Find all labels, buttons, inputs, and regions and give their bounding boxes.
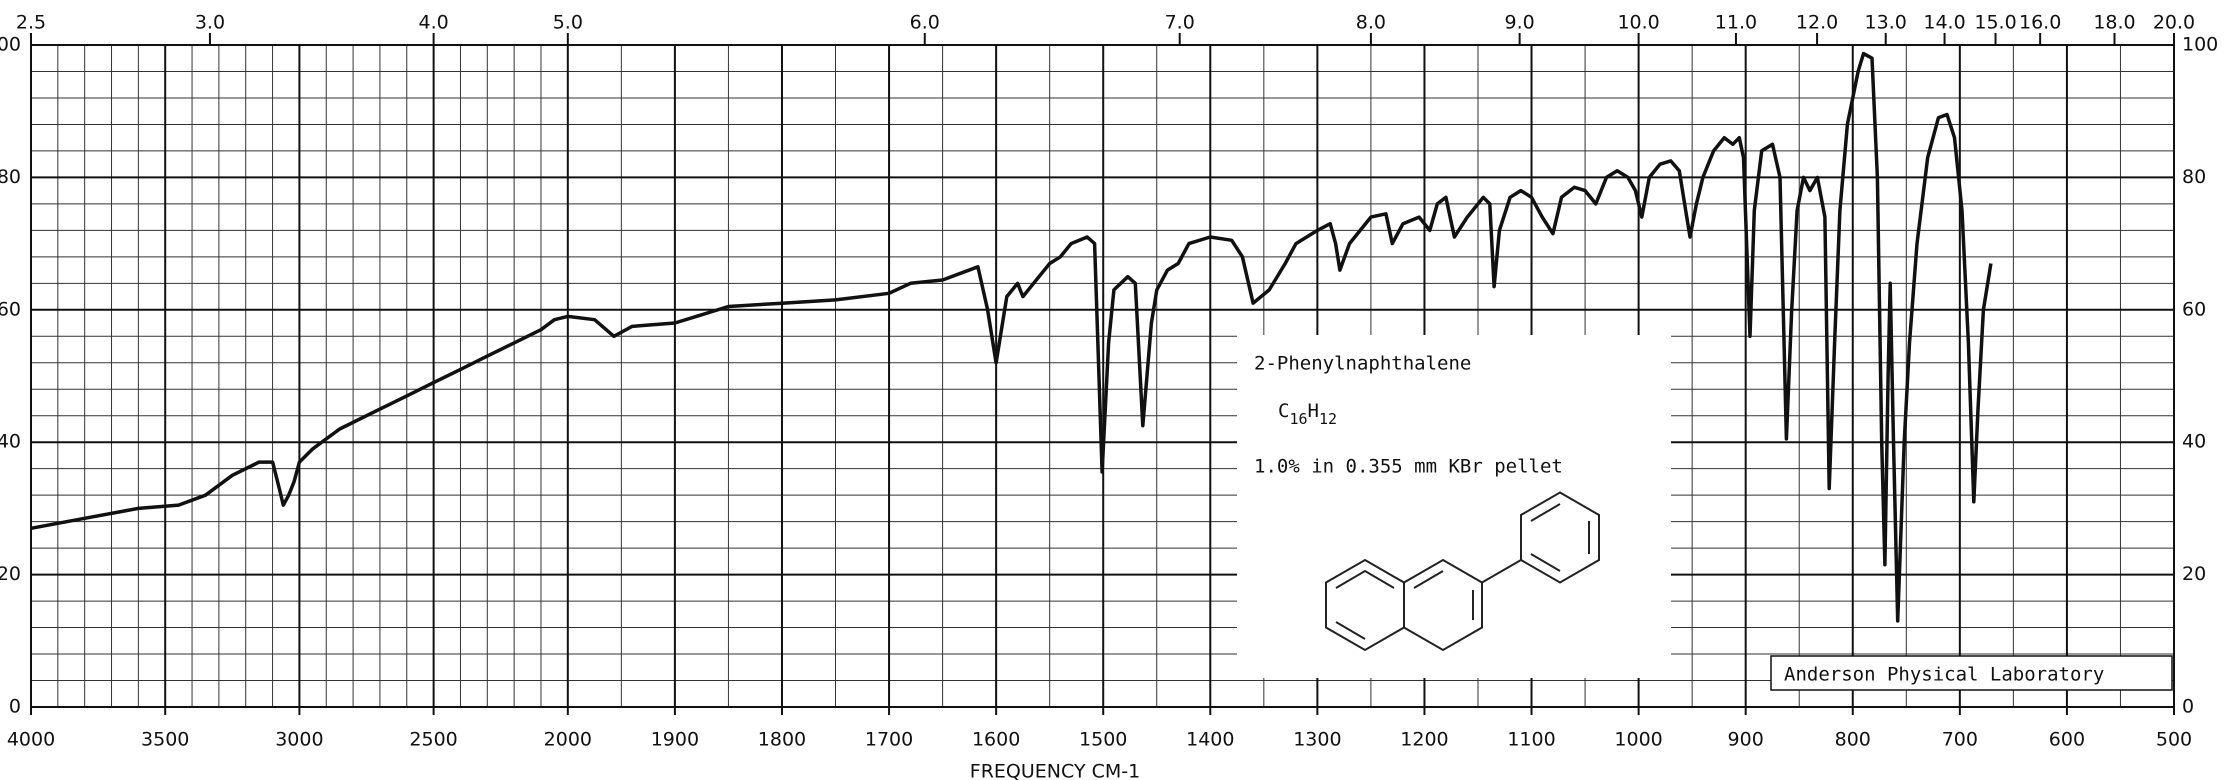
x-tick-label: 1000	[1614, 729, 1662, 751]
x-tick-label: 2000	[544, 729, 592, 751]
bond	[1481, 559, 1522, 584]
x2-tick-label: 5.0	[553, 12, 583, 34]
laboratory: Anderson Physical Laboratory	[1784, 664, 2104, 686]
x-tick-label: 600	[2049, 729, 2085, 751]
x-tick-label: 4000	[7, 729, 55, 751]
y-tick-label: 40	[0, 431, 21, 453]
double-bond	[1335, 621, 1366, 640]
x2-tick-label: 20.0	[2153, 12, 2195, 34]
x2-tick-label: 7.0	[1165, 12, 1195, 34]
formula: C16H12	[1278, 400, 1337, 428]
lab-box	[1770, 655, 2173, 691]
conditions: 1.0% in 0.355 mm KBr pellet	[1254, 456, 1563, 478]
x-tick-label: 1500	[1079, 729, 1127, 751]
x-tick-label: 1600	[972, 729, 1020, 751]
x-tick-label: 1300	[1293, 729, 1341, 751]
double-bond	[1413, 570, 1444, 589]
y-tick-label: 100	[0, 34, 21, 56]
x2-tick-label: 10.0	[1617, 12, 1659, 34]
curve-layer	[30, 51, 1993, 623]
x2-tick-label: 14.0	[1923, 12, 1965, 34]
x2-tick-label: 4.0	[419, 12, 449, 34]
x-tick-label: 1700	[865, 729, 913, 751]
x-tick-label: 700	[1942, 729, 1978, 751]
y-tick-label: 80	[0, 166, 21, 188]
formula-part: 12	[1319, 410, 1337, 428]
x-tick-label: 1200	[1400, 729, 1448, 751]
y-tick-label: 60	[0, 298, 21, 320]
double-bond	[1530, 553, 1561, 572]
spectrum-line	[30, 51, 1993, 623]
structure	[1325, 491, 1600, 652]
x2-tick-label: 2.5	[16, 12, 46, 34]
x-tick-label: 800	[1835, 729, 1871, 751]
x-tick-label: 2500	[409, 729, 457, 751]
x2-tick-label: 8.0	[1356, 12, 1386, 34]
x-tick-label: 1100	[1507, 729, 1555, 751]
y-tick-label: 20	[0, 563, 21, 585]
formula-part: C	[1278, 400, 1289, 422]
x-tick-label: 3500	[141, 729, 189, 751]
x-tick-label: 1400	[1186, 729, 1234, 751]
y-tick-label: 60	[2182, 298, 2206, 320]
ticks: 4000 3500 3000 2500 2000 1900 1800 1700 1600 1500…	[0, 12, 2218, 751]
double-bond	[1335, 569, 1395, 589]
sample-name: 2-Phenylnaphthalene	[1254, 353, 1471, 375]
double-bond	[1530, 503, 1561, 522]
x-tick-label: 500	[2156, 729, 2192, 751]
x2-tick-label: 13.0	[1865, 12, 1907, 34]
y-tick-label: 0	[2182, 696, 2194, 718]
x-tick-label: 3000	[275, 729, 323, 751]
x2-tick-label: 16.0	[2019, 12, 2061, 34]
y-tick-label: 0	[9, 696, 21, 718]
x2-tick-label: 6.0	[910, 12, 940, 34]
ring	[1520, 491, 1600, 584]
formula-part: H	[1308, 400, 1319, 422]
x2-tick-label: 18.0	[2093, 12, 2135, 34]
y-tick-label: 100	[2182, 34, 2218, 56]
y-tick-label: 80	[2182, 166, 2206, 188]
x-tick-label: 900	[1728, 729, 1764, 751]
y-tick-label: 40	[2182, 431, 2206, 453]
x2-tick-label: 9.0	[1505, 12, 1535, 34]
formula-part: 16	[1289, 410, 1307, 428]
x2-tick-label: 15.0	[1974, 12, 2016, 34]
grid	[30, 44, 2175, 708]
sample-box	[1237, 335, 1671, 678]
plot-frame	[30, 44, 2175, 708]
x-tick-label: 1900	[651, 729, 699, 751]
y-tick-label: 20	[2182, 563, 2206, 585]
x2-tick-label: 12.0	[1796, 12, 1838, 34]
x2-tick-label: 3.0	[195, 12, 225, 34]
x2-tick-label: 11.0	[1715, 12, 1757, 34]
x-axis-label: FREQUENCY CM-1	[970, 761, 1140, 780]
x-tick-label: 1800	[758, 729, 806, 751]
